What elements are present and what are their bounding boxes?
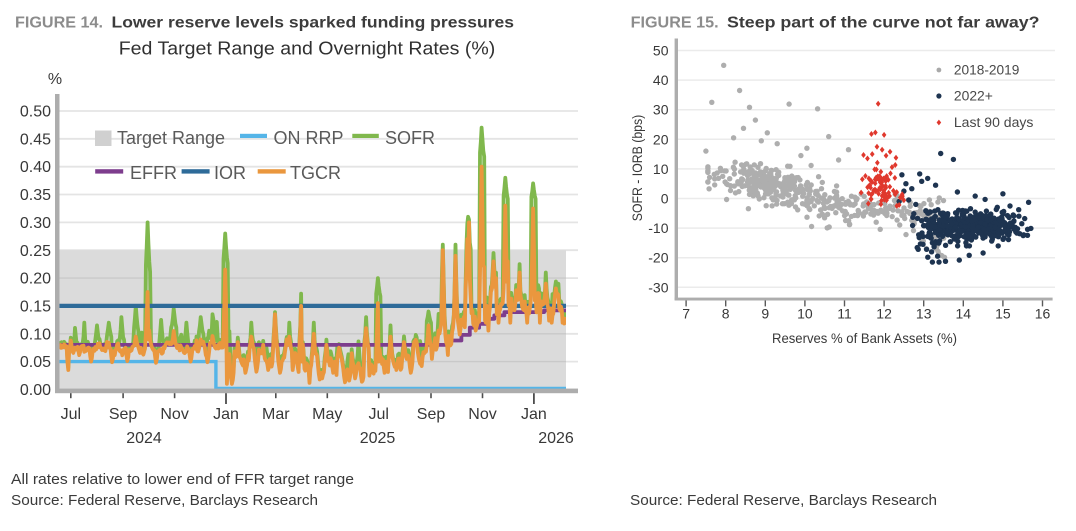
svg-text:ON RRP: ON RRP <box>274 128 344 148</box>
svg-text:Reserves % of Bank Assets (%): Reserves % of Bank Assets (%) <box>772 330 957 346</box>
svg-text:Lower reserve levels sparked f: Lower reserve levels sparked funding pre… <box>112 15 515 32</box>
svg-text:7: 7 <box>682 306 690 322</box>
svg-text:Mar: Mar <box>262 406 290 423</box>
svg-text:0.20: 0.20 <box>20 271 51 288</box>
svg-text:30: 30 <box>653 102 669 118</box>
svg-text:EFFR: EFFR <box>130 163 177 183</box>
svg-text:Last 90 days: Last 90 days <box>954 115 1034 130</box>
svg-text:2022+: 2022+ <box>954 89 993 104</box>
svg-text:Sep: Sep <box>109 406 138 423</box>
svg-text:FIGURE 14.: FIGURE 14. <box>15 15 103 32</box>
svg-text:SOFR: SOFR <box>385 128 435 148</box>
svg-text:2024: 2024 <box>126 430 162 447</box>
svg-text:-10: -10 <box>648 220 668 236</box>
svg-text:40: 40 <box>653 72 669 88</box>
svg-text:0.15: 0.15 <box>20 298 51 315</box>
svg-text:All rates relative to lower en: All rates relative to lower end of FFR t… <box>11 471 354 488</box>
svg-text:%: % <box>48 71 62 88</box>
svg-text:0.10: 0.10 <box>20 326 51 343</box>
svg-text:FIGURE 15.: FIGURE 15. <box>631 15 719 32</box>
svg-text:0.00: 0.00 <box>20 382 51 399</box>
svg-text:Nov: Nov <box>160 406 188 423</box>
svg-text:2018-2019: 2018-2019 <box>954 63 1020 78</box>
svg-text:16: 16 <box>1035 306 1051 322</box>
svg-text:0.25: 0.25 <box>20 243 51 260</box>
svg-text:50: 50 <box>653 43 669 59</box>
svg-text:0.40: 0.40 <box>20 159 51 176</box>
svg-text:-30: -30 <box>648 279 668 295</box>
svg-text:2025: 2025 <box>360 430 396 447</box>
svg-text:20: 20 <box>653 131 669 147</box>
svg-text:Nov: Nov <box>468 406 496 423</box>
svg-text:Source: Federal Reserve, Barcl: Source: Federal Reserve, Barclays Resear… <box>630 492 937 509</box>
svg-text:Sep: Sep <box>417 406 446 423</box>
svg-text:0.50: 0.50 <box>20 104 51 121</box>
svg-text:May: May <box>312 406 342 423</box>
svg-text:Jan: Jan <box>213 406 239 423</box>
svg-text:Jul: Jul <box>368 406 388 423</box>
svg-text:Target Range: Target Range <box>117 128 225 148</box>
svg-text:8: 8 <box>722 306 730 322</box>
svg-text:15: 15 <box>995 306 1011 322</box>
svg-text:IOR: IOR <box>214 163 246 183</box>
svg-text:14: 14 <box>956 306 972 322</box>
svg-text:-20: -20 <box>648 250 668 266</box>
svg-text:10: 10 <box>797 306 813 322</box>
svg-text:12: 12 <box>876 306 892 322</box>
svg-text:0: 0 <box>661 191 669 207</box>
svg-text:Jul: Jul <box>61 406 81 423</box>
svg-text:Source: Federal Reserve, Barcl: Source: Federal Reserve, Barclays Resear… <box>11 492 318 509</box>
svg-text:SOFR - IORB (bps): SOFR - IORB (bps) <box>629 115 645 222</box>
svg-text:0.35: 0.35 <box>20 187 51 204</box>
svg-text:11: 11 <box>837 306 852 322</box>
svg-text:10: 10 <box>653 161 669 177</box>
svg-text:Steep part of the curve not fa: Steep part of the curve not far away? <box>727 15 1040 32</box>
svg-text:0.45: 0.45 <box>20 131 51 148</box>
svg-text:13: 13 <box>916 306 932 322</box>
svg-text:0.30: 0.30 <box>20 215 51 232</box>
svg-text:2026: 2026 <box>538 430 574 447</box>
svg-text:Jan: Jan <box>521 406 547 423</box>
svg-text:0.05: 0.05 <box>20 354 51 371</box>
svg-text:Fed Target Range and Overnight: Fed Target Range and Overnight Rates (%) <box>119 39 496 59</box>
svg-text:TGCR: TGCR <box>290 163 341 183</box>
svg-text:9: 9 <box>761 306 769 322</box>
